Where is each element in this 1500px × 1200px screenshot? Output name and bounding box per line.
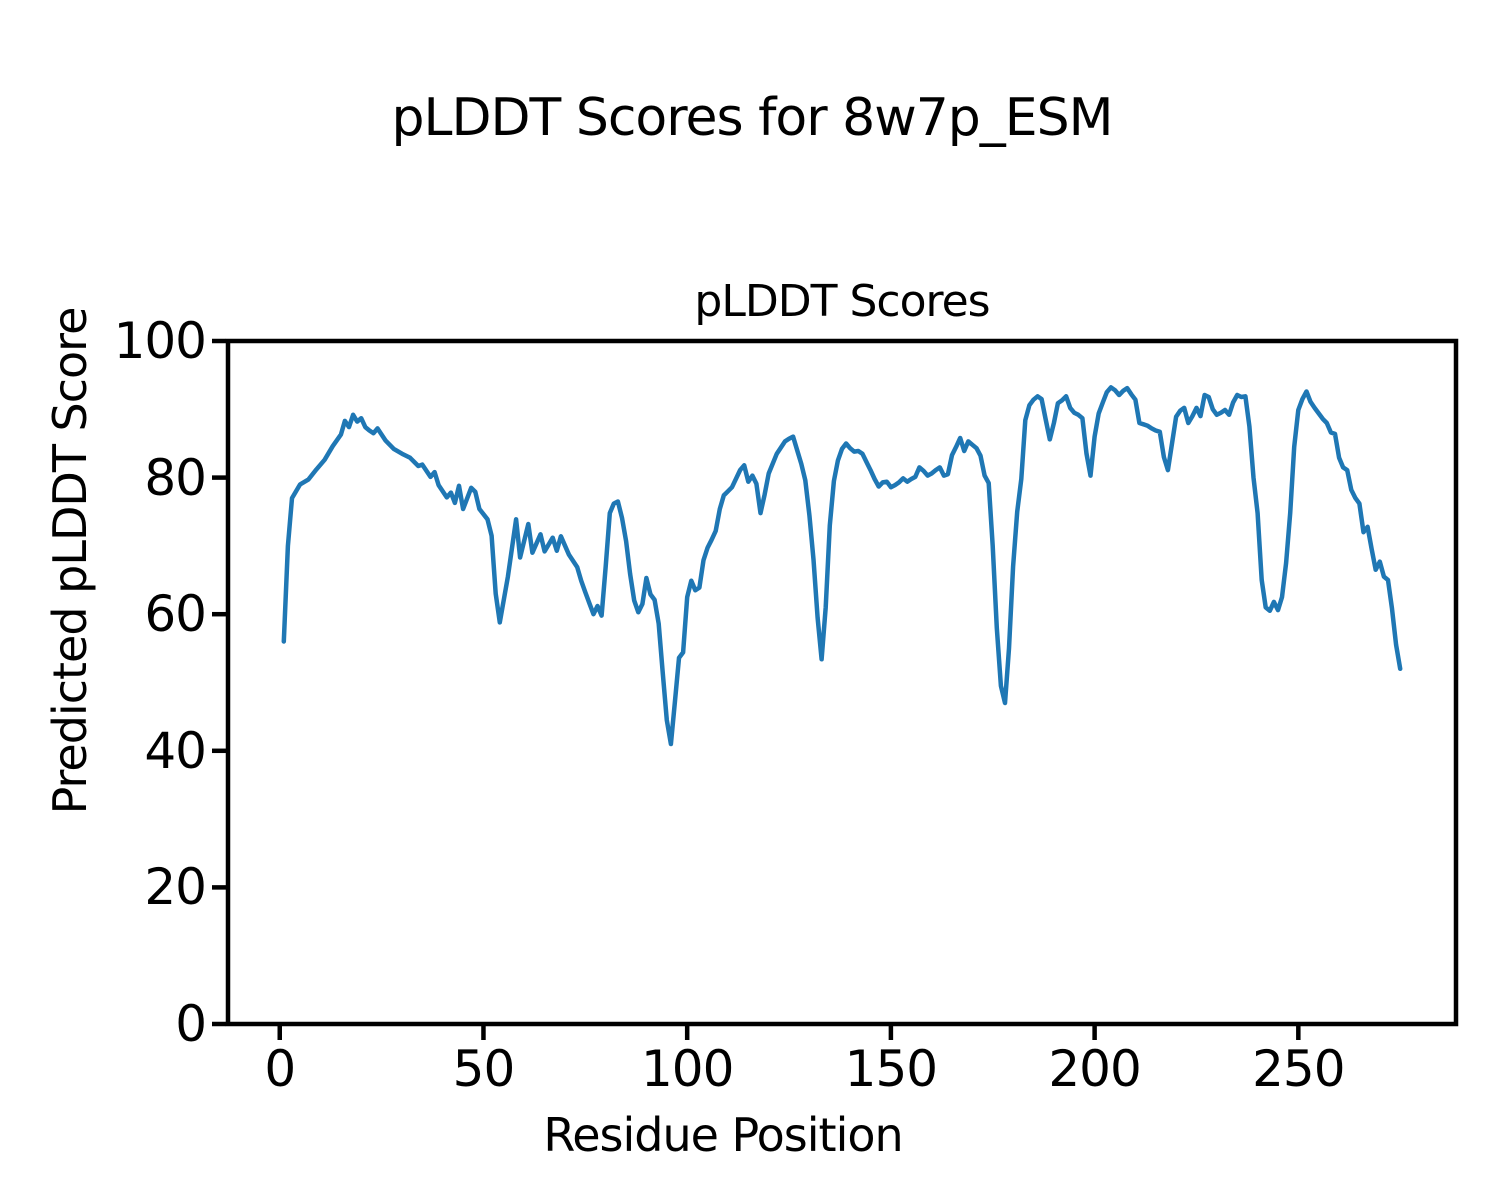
axes-spines xyxy=(225,338,1459,1027)
x-axis-label: Residue Position xyxy=(543,1108,903,1162)
x-tick-label: 0 xyxy=(264,1040,296,1098)
x-tick-label: 200 xyxy=(1048,1040,1141,1098)
figure-title: pLDDT Scores for 8w7p_ESM xyxy=(391,88,1113,148)
y-tick-label: 20 xyxy=(144,858,207,917)
y-tick-label: 0 xyxy=(175,995,207,1053)
y-tick-label: 40 xyxy=(144,721,207,780)
y-tick-label: 60 xyxy=(144,585,207,644)
y-tick-label: 80 xyxy=(144,448,207,507)
x-tick-label: 50 xyxy=(452,1040,516,1098)
x-tick-label: 250 xyxy=(1252,1040,1345,1098)
x-tick-label: 150 xyxy=(844,1040,938,1098)
axes-title: pLDDT Scores xyxy=(694,276,990,327)
x-tick-label: 100 xyxy=(640,1040,734,1098)
y-tick-label: 100 xyxy=(113,312,207,370)
plddt-line xyxy=(281,385,1403,747)
